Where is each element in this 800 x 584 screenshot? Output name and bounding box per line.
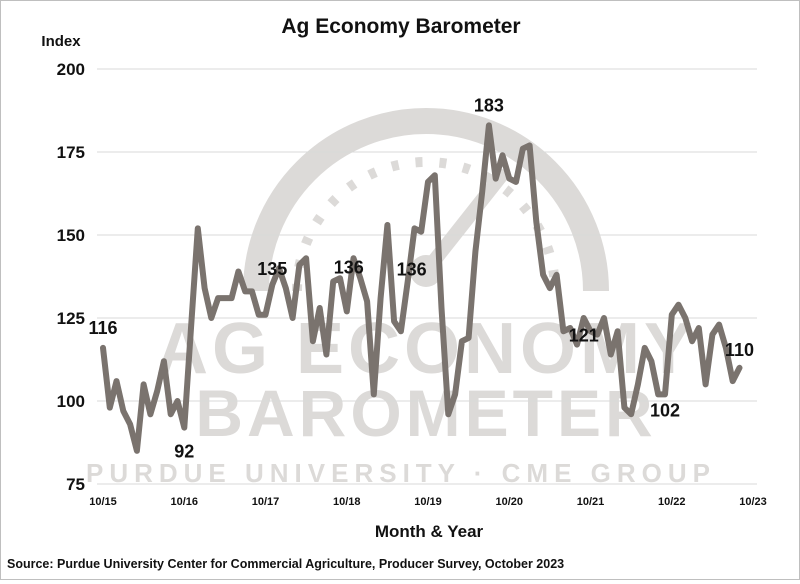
- y-axis-label: Index: [41, 33, 81, 50]
- x-tick-labels: 10/15 10/16 10/17 10/18 10/19 10/20 10/21 10/22…: [89, 496, 767, 508]
- gridlines: [97, 68, 757, 485]
- data-label-136: 136: [397, 259, 427, 279]
- x-axis-label: Month & Year: [375, 522, 484, 541]
- x-tick-label: 10/15: [89, 496, 117, 508]
- source-note: Source: Purdue University Center for Com…: [7, 557, 564, 571]
- y-tick-label: 150: [57, 226, 85, 245]
- y-tick-labels: 75 100 125 150 175 200: [57, 60, 85, 494]
- data-label-121: 121: [569, 325, 599, 345]
- data-label-136: 136: [334, 257, 364, 277]
- y-tick-label: 75: [66, 475, 85, 494]
- x-tick-label: 10/18: [333, 496, 361, 508]
- watermark-line-2: BAROMETER: [195, 376, 656, 450]
- y-tick-label: 175: [57, 143, 85, 162]
- y-tick-label: 125: [57, 309, 85, 328]
- data-label-102: 102: [650, 400, 680, 420]
- chart-title: Ag Economy Barometer: [281, 15, 520, 38]
- x-tick-label: 10/19: [414, 496, 442, 508]
- x-tick-label: 10/23: [739, 496, 767, 508]
- x-tick-label: 10/21: [577, 496, 605, 508]
- watermark: AG ECONOMY BAROMETER PURDUE UNIVERSITY ·…: [86, 108, 716, 488]
- x-tick-label: 10/17: [252, 496, 280, 508]
- series-group: [100, 122, 743, 454]
- watermark-line-3: PURDUE UNIVERSITY · CME GROUP: [86, 458, 716, 488]
- x-tick-label: 10/22: [658, 496, 686, 508]
- data-label-110: 110: [725, 340, 754, 360]
- series-line: [100, 122, 743, 454]
- data-label-183: 183: [474, 95, 504, 115]
- x-tick-label: 10/20: [495, 496, 523, 508]
- y-tick-label: 200: [57, 60, 85, 79]
- x-tick-label: 10/16: [170, 496, 198, 508]
- y-tick-label: 100: [57, 392, 85, 411]
- data-label-135: 135: [257, 259, 287, 279]
- data-label-116: 116: [88, 318, 117, 338]
- data-annotations: 116 92 135 136 136 183 121 102 110: [88, 95, 754, 461]
- data-label-92: 92: [174, 442, 194, 462]
